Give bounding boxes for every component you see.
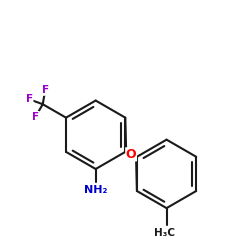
Text: NH₂: NH₂: [84, 186, 107, 196]
Text: F: F: [42, 85, 49, 95]
Text: O: O: [126, 148, 136, 161]
Text: F: F: [26, 94, 33, 104]
Text: F: F: [32, 112, 39, 122]
Text: H₃C: H₃C: [154, 228, 174, 238]
